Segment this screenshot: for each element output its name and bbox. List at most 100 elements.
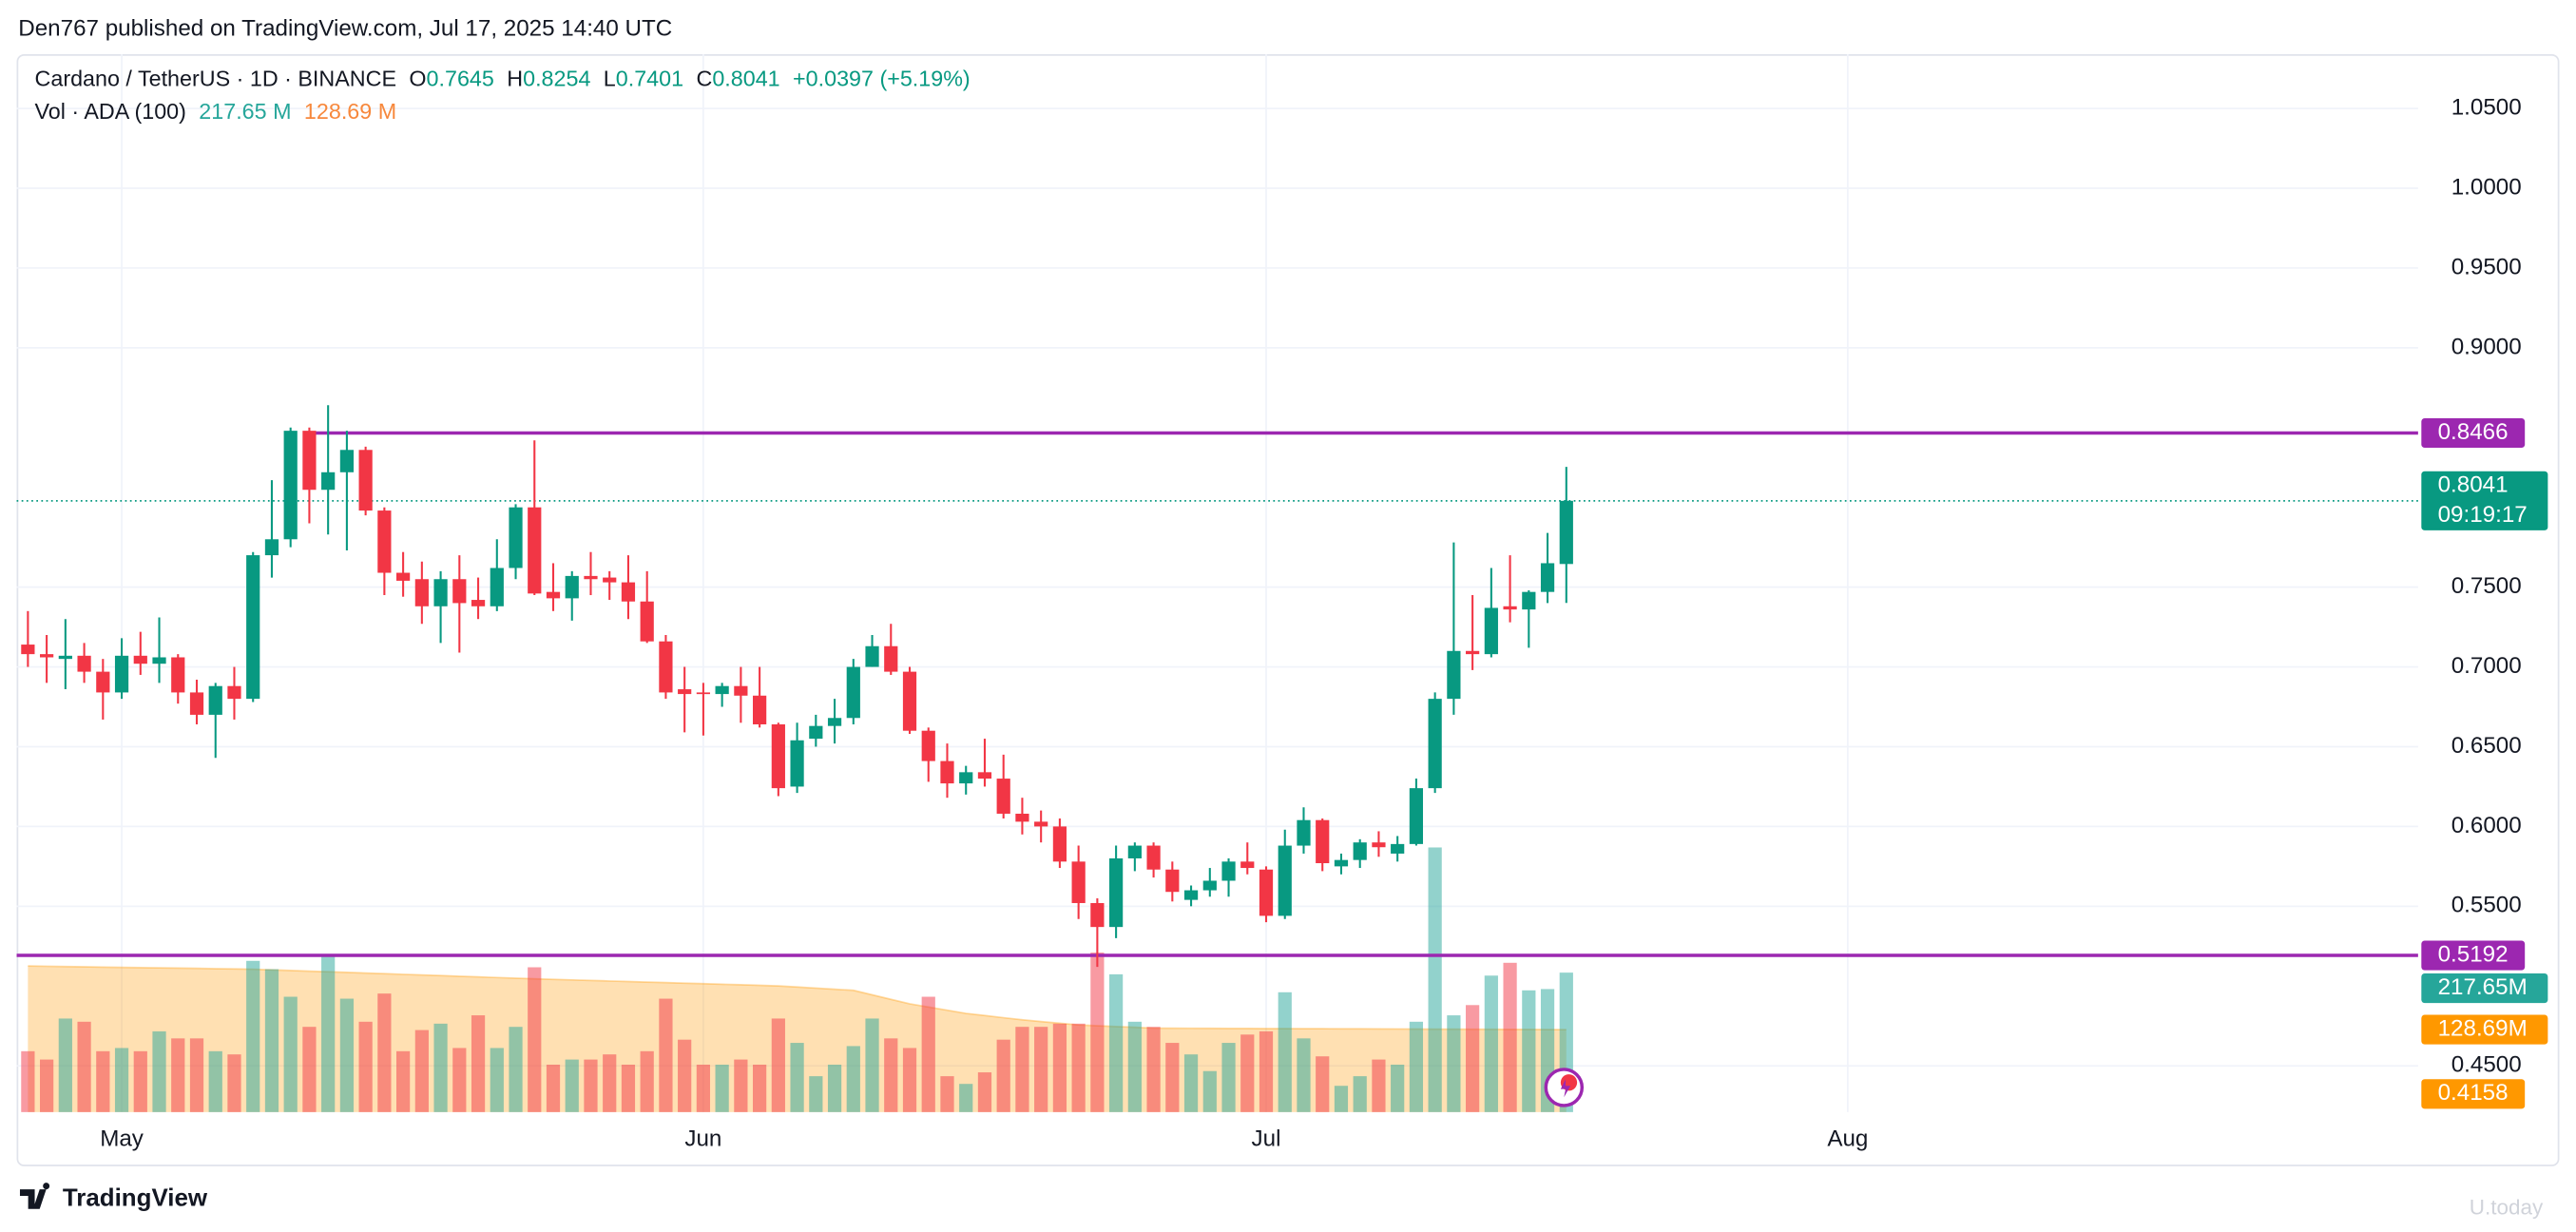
volume-bar — [884, 1038, 898, 1112]
candle-body — [152, 657, 166, 664]
candle-body — [621, 582, 636, 602]
ohlc-letter: C — [696, 67, 712, 91]
price-tag-box — [2421, 471, 2548, 530]
candle-body — [1278, 845, 1292, 916]
candle-body — [302, 431, 317, 491]
candle-body — [227, 685, 241, 700]
price-tag-box — [2421, 973, 2548, 1004]
candle-body — [715, 685, 729, 695]
candle-body — [696, 692, 711, 695]
candle-body — [546, 591, 561, 599]
candle-body — [21, 645, 35, 655]
price-tag-box — [2421, 1079, 2526, 1109]
candle-body — [1522, 591, 1536, 610]
candle-body — [1259, 869, 1274, 916]
volume-bar — [1034, 1027, 1048, 1112]
volume-bar — [528, 967, 542, 1112]
candle-body — [246, 555, 260, 700]
candle-body — [96, 671, 110, 693]
volume-bar — [339, 998, 355, 1112]
volume-bar — [1090, 953, 1105, 1112]
candle-body — [1503, 606, 1517, 610]
x-tick-label: Aug — [1827, 1126, 1868, 1152]
candle-body — [433, 579, 448, 606]
y-tick-label: 0.9000 — [2451, 334, 2522, 359]
y-tick-label: 1.0000 — [2451, 174, 2522, 200]
candle-body — [321, 472, 336, 491]
volume-bar — [734, 1059, 748, 1112]
volume-bar — [1221, 1043, 1236, 1112]
volume-bar — [1052, 1023, 1067, 1112]
price-tag: 217.65M — [2421, 973, 2548, 1004]
candle-body — [1334, 859, 1349, 867]
plot-layer: 1.0500 1.0000 0.9500 0.9000 0.7500 0.7000 0.65… — [16, 54, 2548, 1152]
volume-bar — [1316, 1056, 1330, 1112]
volume-bar — [96, 1050, 110, 1112]
volume-bar — [283, 996, 298, 1112]
volume-bar — [246, 960, 260, 1112]
volume-bar — [358, 1021, 373, 1112]
volume-bar — [264, 969, 279, 1112]
y-tick-label: 0.7500 — [2451, 573, 2522, 599]
candle-body — [977, 772, 992, 780]
y-tick-label: 0.4500 — [2451, 1052, 2522, 1078]
price-tag: 0.8466 — [2421, 417, 2526, 449]
candle-body — [1015, 813, 1029, 822]
volume-bar — [1015, 1027, 1029, 1112]
volume-ma-area — [28, 966, 1567, 1112]
volume-bar — [227, 1054, 241, 1112]
candle-body — [414, 579, 429, 606]
candle-body — [659, 641, 673, 693]
candle-body — [1071, 861, 1086, 903]
price-tag: 0.5192 — [2421, 940, 2526, 971]
volume-bar — [771, 1018, 785, 1112]
volume-bar — [321, 955, 336, 1112]
candle-body — [114, 655, 129, 693]
candle-body — [1316, 819, 1330, 864]
alert-icon — [1544, 1068, 1585, 1107]
volume-bar — [1202, 1070, 1217, 1112]
candle-body — [771, 723, 785, 789]
volume-bar — [377, 993, 392, 1112]
volume-bar — [490, 1048, 504, 1112]
candle-body — [396, 572, 411, 581]
price-tag: 0.4158 — [2421, 1079, 2526, 1109]
volume-legend: Vol · ADA (100) 217.65 M 128.69 M — [35, 99, 397, 124]
candle-body — [1372, 842, 1386, 848]
y-tick-label: 0.5500 — [2451, 893, 2522, 918]
brand-logo — [19, 1183, 50, 1209]
candle-body — [753, 695, 767, 724]
volume-bar — [753, 1064, 767, 1112]
candle-body — [846, 666, 860, 719]
candle-body — [678, 689, 692, 695]
candle-body — [1559, 500, 1573, 565]
close-value: 0.8041 — [712, 67, 779, 91]
volume-ma-value: 128.69 M — [304, 99, 396, 124]
candle-body — [1297, 819, 1311, 846]
candle-body — [208, 685, 222, 715]
candle-body — [584, 575, 598, 580]
ohlc-letter: O — [409, 67, 426, 91]
price-tag-label: 217.65M — [2438, 974, 2528, 1000]
candle-body — [283, 431, 298, 540]
candle-body — [77, 655, 91, 672]
volume-name: Vol · ADA (100) — [35, 99, 186, 124]
volume-bar — [1183, 1054, 1199, 1112]
volume-bar — [921, 996, 935, 1112]
volume-bar — [189, 1038, 204, 1112]
volume-bar — [565, 1059, 579, 1112]
volume-bar — [1484, 975, 1498, 1112]
candle-body — [1165, 869, 1180, 893]
volume-bar — [790, 1043, 804, 1112]
candle-body — [827, 718, 842, 726]
volume-bar — [40, 1059, 54, 1112]
low-value: 0.7401 — [616, 67, 683, 91]
volume-bar — [152, 1030, 166, 1112]
candle-body — [1183, 890, 1199, 900]
candle-body — [1221, 861, 1236, 881]
volume-bar — [414, 1030, 429, 1112]
volume-bar — [396, 1050, 411, 1112]
volume-bar — [1466, 1005, 1480, 1112]
volume-bar — [940, 1076, 954, 1112]
volume-bar — [1353, 1076, 1367, 1112]
